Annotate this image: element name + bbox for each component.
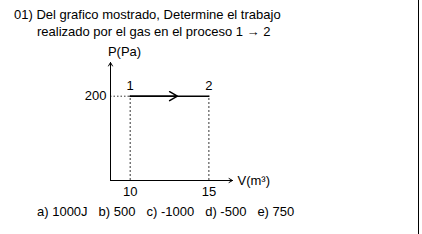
html-text:realizado por el gas en el pro: realizado por el gas en el proceso 1 → 2	[37, 24, 271, 39]
svg-text:V(m³): V(m³)	[238, 173, 271, 188]
svg-text:10: 10	[123, 184, 137, 199]
html-text:d) -500: d) -500	[205, 204, 247, 219]
svg-text:2: 2	[205, 78, 212, 93]
svg-text:15: 15	[202, 184, 216, 199]
html-text:e) 750: e) 750	[257, 204, 295, 219]
html-text:01) Del grafico mostrado, Dete: 01) Del grafico mostrado, Determine el t…	[14, 7, 281, 22]
svg-text:P(Pa): P(Pa)	[108, 44, 141, 59]
svg-text:200: 200	[85, 88, 107, 103]
html-text:c) -1000: c) -1000	[146, 204, 195, 219]
html-text:b) 500: b) 500	[98, 204, 136, 219]
svg-text:1: 1	[127, 78, 134, 93]
html-text:a) 1000J: a) 1000J	[37, 204, 88, 219]
